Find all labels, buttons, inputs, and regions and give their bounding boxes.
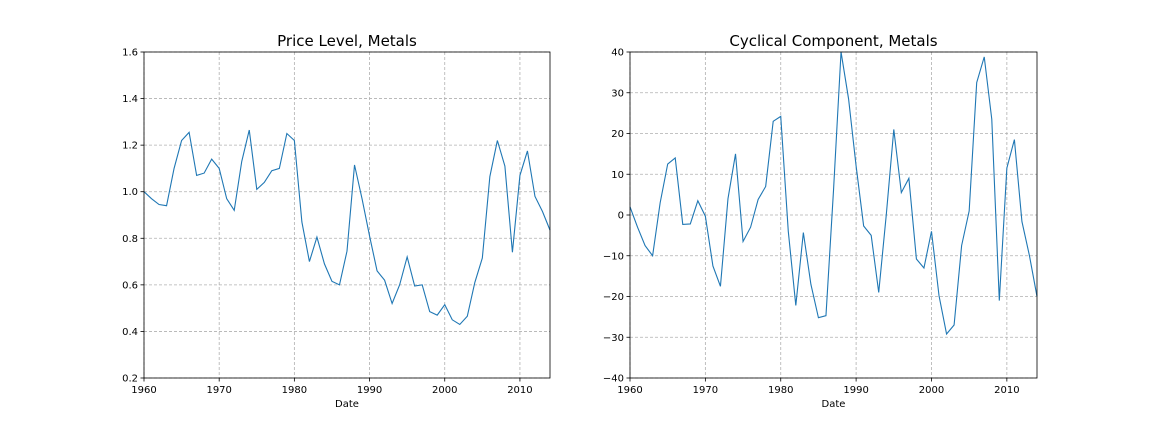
price-ytick-label: 1.2 bbox=[122, 141, 138, 152]
cycle-xtick-label: 1970 bbox=[693, 385, 718, 396]
cycle-ytick-label: −10 bbox=[603, 251, 624, 262]
price-axes-frame bbox=[143, 51, 551, 379]
price-x-axis-label: Date bbox=[335, 399, 359, 410]
cycle-ytick-label: −20 bbox=[603, 292, 624, 303]
cycle-ytick-label: −40 bbox=[603, 374, 624, 385]
price-ytick-label: 0.8 bbox=[122, 234, 138, 245]
price-chart-title: Price Level, Metals bbox=[277, 32, 417, 50]
price-ytick-label: 0.6 bbox=[122, 280, 138, 291]
cycle-ytick-label: 20 bbox=[611, 129, 624, 140]
price-chart: 1960 1970 1980 1990 2000 2010 0.2 0.4 0.6 0.8 1.0 1… bbox=[122, 32, 551, 410]
cycle-xtick-label: 1960 bbox=[617, 385, 642, 396]
cycle-xtick-label: 1990 bbox=[843, 385, 868, 396]
price-ytick-label: 0.2 bbox=[122, 374, 138, 385]
price-ytick-label: 1.6 bbox=[122, 48, 138, 59]
cycle-series-line bbox=[629, 51, 1038, 336]
cycle-chart-title: Cyclical Component, Metals bbox=[729, 32, 937, 50]
price-ytick-label: 1.4 bbox=[122, 94, 138, 105]
price-xtick-label: 1990 bbox=[357, 385, 382, 396]
price-xtick-label: 1970 bbox=[206, 385, 231, 396]
cycle-xtick-label: 2000 bbox=[919, 385, 944, 396]
price-xtick-label: 1980 bbox=[282, 385, 307, 396]
price-xtick-label: 1960 bbox=[131, 385, 156, 396]
cycle-chart: 1960 1970 1980 1990 2000 2010 −40 −30 −20 −10 0 10 2… bbox=[603, 32, 1038, 410]
cycle-ytick-label: 0 bbox=[618, 211, 624, 222]
cycle-ytick-label: 30 bbox=[611, 88, 624, 99]
price-series-line bbox=[143, 129, 551, 326]
price-ytick-label: 0.4 bbox=[122, 327, 138, 338]
price-ytick-label: 1.0 bbox=[122, 187, 138, 198]
price-xtick-label: 2010 bbox=[507, 385, 532, 396]
cycle-xtick-label: 2010 bbox=[994, 385, 1019, 396]
cycle-ytick-label: 40 bbox=[611, 48, 624, 59]
cycle-x-axis-label: Date bbox=[822, 399, 846, 410]
cycle-ytick-label: −30 bbox=[603, 333, 624, 344]
price-xtick-label: 2000 bbox=[432, 385, 457, 396]
cycle-xtick-label: 1980 bbox=[768, 385, 793, 396]
cycle-ytick-label: 10 bbox=[611, 170, 624, 181]
